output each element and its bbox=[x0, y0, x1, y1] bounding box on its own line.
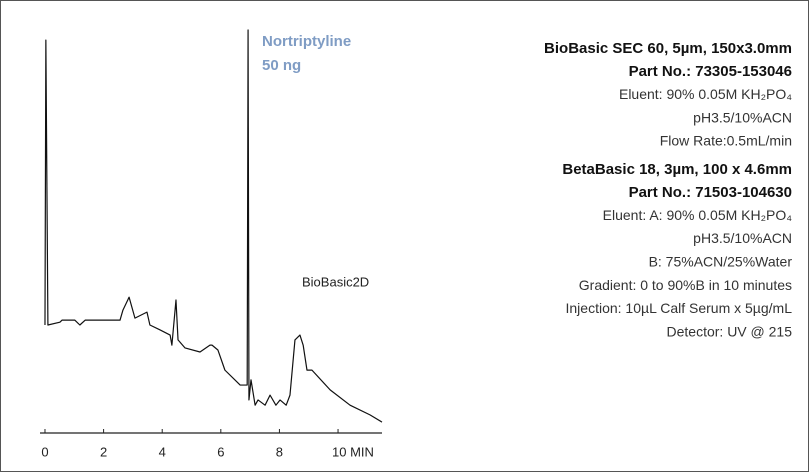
annotation: BioBasic2D bbox=[302, 274, 369, 289]
condition: Eluent: A: 90% 0.05M KH₂PO₄ bbox=[603, 207, 793, 223]
x-tick-label: 0 bbox=[41, 444, 48, 459]
condition: Gradient: 0 to 90%B in 10 minutes bbox=[579, 277, 792, 293]
condition: B: 75%ACN/25%Water bbox=[649, 254, 793, 270]
condition: Detector: UV @ 215 bbox=[667, 323, 793, 339]
part-number: Part No.: 71503-104630 bbox=[629, 184, 792, 201]
x-tick-label: 8 bbox=[276, 444, 283, 459]
x-tick-label: 2 bbox=[100, 444, 107, 459]
x-tick-label: 10 MIN bbox=[332, 444, 374, 459]
x-tick-label: 4 bbox=[159, 444, 166, 459]
condition: Eluent: 90% 0.05M KH₂PO₄ bbox=[619, 86, 792, 102]
trace bbox=[44, 29, 383, 423]
condition: Flow Rate:0.5mL/min bbox=[660, 133, 792, 149]
annotation: 50 ng bbox=[262, 57, 301, 74]
x-tick-label: 6 bbox=[217, 444, 224, 459]
column-name: BioBasic SEC 60, 5µm, 150x3.0mm bbox=[544, 40, 792, 57]
column-name: BetaBasic 18, 3µm, 100 x 4.6mm bbox=[562, 161, 792, 178]
condition: pH3.5/10%ACN bbox=[693, 109, 792, 125]
condition: Injection: 10µL Calf Serum x 5µg/mL bbox=[566, 300, 793, 316]
condition: pH3.5/10%ACN bbox=[693, 230, 792, 246]
annotation: Nortriptyline bbox=[262, 33, 351, 50]
part-number: Part No.: 73305-153046 bbox=[629, 63, 792, 80]
